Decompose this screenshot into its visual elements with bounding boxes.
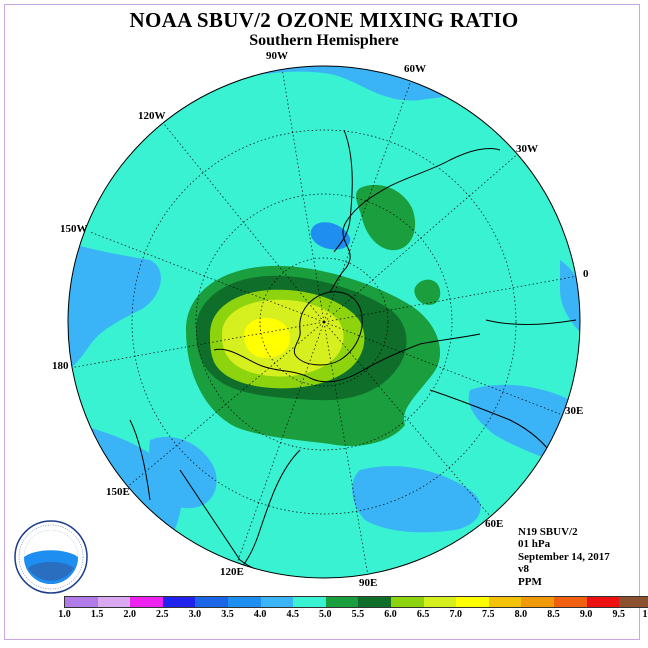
colorbar	[64, 596, 648, 608]
colorbar-tick-label: 7.5	[482, 609, 495, 620]
lon-label-0: 0	[583, 268, 589, 280]
meridian-0	[323, 275, 579, 323]
image-frame	[4, 4, 640, 640]
colorbar-tick-label: 2.0	[123, 609, 136, 620]
colorbar-tick-label: 10.0	[642, 609, 648, 620]
colorbar-segment	[65, 597, 98, 607]
lon-label-30e: 30E	[565, 405, 584, 417]
colorbar-tick-label: 1.5	[90, 609, 104, 620]
colorbar-tick-label: 8.5	[547, 609, 560, 620]
peninsula-south-america	[329, 147, 501, 293]
info-version: v8	[518, 563, 529, 576]
colorbar-segment	[293, 597, 326, 607]
colorbar-tick-label: 1.0	[58, 609, 71, 620]
contour-5.0-small	[414, 279, 441, 305]
lon-label-90w: 90W	[266, 50, 288, 62]
new-zealand-coast	[129, 419, 151, 501]
graticule	[69, 67, 579, 577]
field-blue-dark-patch	[310, 222, 351, 250]
colorbar-segment	[260, 597, 294, 607]
ozone-field	[68, 66, 580, 578]
lon-label-150e: 150E	[106, 486, 130, 498]
africa-coast	[485, 319, 577, 325]
meridian-60w	[323, 77, 413, 323]
latitude-circle-1	[259, 257, 389, 387]
colorbar-segment	[619, 597, 648, 607]
colorbar-tick-label: 9.0	[579, 609, 593, 620]
map-title: NOAA SBUV/2 OZONE MIXING RATIO	[129, 8, 519, 32]
logo-text: NOAA	[36, 542, 65, 553]
contour-5.0-secondary	[356, 184, 416, 251]
field-blue-west	[68, 240, 161, 380]
lon-label-90e: 90E	[359, 577, 378, 589]
coastlines	[129, 129, 577, 578]
colorbar-tick-label: 6.5	[416, 609, 430, 620]
colorbar-tick-label: 3.0	[188, 609, 202, 620]
colorbar-tick-label: 3.5	[221, 609, 234, 620]
colorbar-segment	[423, 597, 457, 607]
indian-ocean-coast	[429, 389, 557, 461]
map-subtitle: Southern Hemisphere	[249, 32, 399, 49]
lon-label-120e: 120E	[220, 566, 244, 578]
info-units: PPM	[518, 575, 542, 588]
noaa-logo: NOAA	[14, 520, 88, 594]
colorbar-tick-label: 9.5	[612, 609, 625, 620]
colorbar-segment	[553, 597, 587, 607]
colorbar-tick-label: 2.5	[156, 609, 169, 620]
meridian-60e	[323, 321, 491, 517]
colorbar-tick-label: 5.0	[319, 609, 332, 620]
colorbar-segment	[195, 597, 228, 607]
field-cyan-patch	[222, 99, 258, 148]
lon-label-60e: 60E	[485, 518, 504, 530]
colorbar-segment	[227, 597, 261, 607]
antarctica-coast	[293, 291, 363, 366]
latitude-circle-3	[131, 129, 517, 515]
colorbar-segment	[358, 597, 391, 607]
colorbar-segment	[521, 597, 554, 607]
field-blue-south	[352, 466, 481, 533]
colorbar-tick-label: 4.5	[286, 609, 299, 620]
lon-label-150w: 150W	[60, 223, 88, 235]
colorbar-tick-label: 6.0	[384, 609, 397, 620]
meridian-150w	[89, 231, 325, 323]
info-satellite: N19 SBUV/2	[518, 526, 578, 538]
field-blue-patch-sw	[149, 436, 217, 509]
contour-7.0	[244, 318, 290, 358]
colorbar-segment	[130, 597, 163, 607]
meridian-120w	[163, 123, 325, 323]
colorbar-segment	[456, 597, 489, 607]
field-blue-east	[560, 260, 580, 340]
product-info: N19 SBUV/2 01 hPa September 14, 2017 v8 …	[518, 526, 610, 588]
meridian-120e	[235, 321, 325, 567]
colorbar-segment	[390, 597, 424, 607]
meridian-30w	[323, 151, 521, 323]
colorbar-tick-label: 5.5	[351, 609, 365, 620]
colorbar-tick-label: 7.0	[449, 609, 462, 620]
meridian-90e	[323, 321, 369, 577]
meridian-150e	[125, 321, 325, 489]
meridian-90w	[281, 67, 325, 323]
antarctica-outer-coast	[213, 333, 481, 383]
colorbar-tick-label: 4.0	[253, 609, 267, 620]
colorbar-ticks: 1.0 1.5 2.0 2.5 3.0 3.5 4.0 4.5 5.0 5.5 6.0 6.5 7.0 7…	[56, 609, 648, 623]
lon-label-30w: 30W	[516, 143, 538, 155]
info-level: 01 hPa	[518, 538, 551, 551]
info-date: September 14, 2017	[518, 550, 610, 563]
colorbar-segment	[586, 597, 620, 607]
latitude-circle-2	[195, 193, 453, 451]
lon-label-60w: 60W	[404, 63, 426, 75]
colorbar-segment	[488, 597, 522, 607]
colorbar-segment	[97, 597, 131, 607]
meridian-180	[69, 321, 325, 369]
lon-label-120w: 120W	[138, 110, 166, 122]
map-boundary	[67, 65, 581, 579]
south-america-west	[333, 129, 353, 253]
colorbar-segment	[325, 597, 359, 607]
colorbar-tick-label: 8.0	[514, 609, 528, 620]
lon-label-180: 180	[52, 360, 69, 372]
colorbar-segment	[162, 597, 196, 607]
